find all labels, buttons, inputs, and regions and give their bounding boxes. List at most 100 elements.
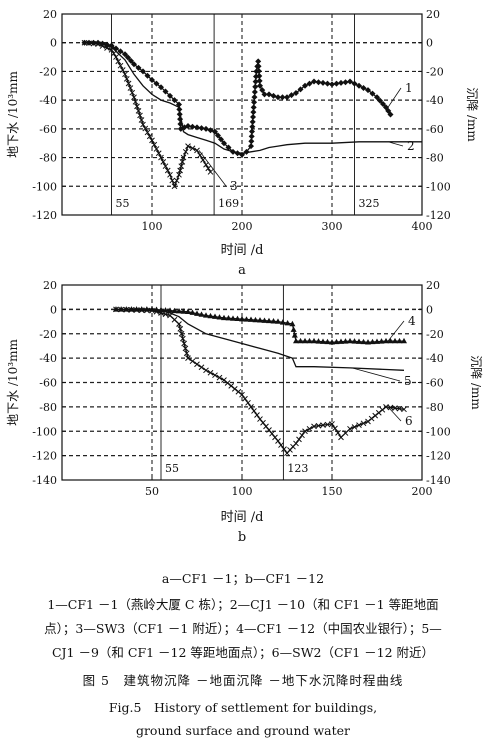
panel-b-series-4-point <box>176 308 182 314</box>
panel-b-y-axis-label-right: 沉降 /mm <box>469 355 483 410</box>
panel-a-series-3-point <box>179 159 186 165</box>
panel-a-series-3-point <box>115 58 122 65</box>
panel-b-series-4-point <box>320 338 326 344</box>
panel-a-series-1-point <box>207 127 214 134</box>
panel-a-series-3-point <box>122 71 128 78</box>
panel-b-ytick-label-right: -40 <box>426 352 444 365</box>
panel-a-series-1-point <box>162 88 169 95</box>
panel-a-series-1-point <box>255 63 262 70</box>
panel-b-series-4-point <box>356 338 362 344</box>
panel-a-series-1-point <box>320 79 326 86</box>
panel-b-ytick-label-left: -100 <box>32 425 57 438</box>
panel-b-series-4-point <box>351 338 358 344</box>
panel-b-ytick-label-left: -20 <box>39 328 57 341</box>
panel-a-series-1-point <box>256 73 263 80</box>
panel-a-series-3-point <box>138 117 145 123</box>
panel-b-series-6-point <box>281 446 287 452</box>
panel-b-ytick-label-right: -100 <box>426 425 451 438</box>
panel-a-series-1-point <box>248 133 255 140</box>
panel-a-series-1-point <box>324 80 331 87</box>
panel-a-series-1-point <box>185 122 191 129</box>
figure-title-en-1: Fig.5 History of settlement for building… <box>108 700 378 715</box>
panel-b-series-6-point <box>128 307 135 313</box>
panel-a-series-1-point <box>249 128 256 135</box>
panel-b-series-4-point <box>365 339 371 345</box>
panel-b-series-4-point <box>387 337 394 344</box>
panel-a-series-3-point <box>182 148 189 155</box>
panel-b-x-axis-label: 时间 /d <box>221 510 264 525</box>
panel-b-series-6-point <box>171 316 178 323</box>
panel-a-series-3-point <box>176 171 182 178</box>
panel-a-ytick-label-right: -40 <box>426 94 444 107</box>
panel-a-legend-leader-2 <box>387 141 404 147</box>
panel-b-ytick-label-right: -60 <box>426 377 444 390</box>
panel-a-panel-label: a <box>238 263 246 278</box>
panel-b-ytick-label-right: -140 <box>426 474 451 487</box>
panel-a-series-1-point <box>225 144 232 151</box>
panel-b-series-6-point <box>207 369 214 376</box>
panel-b-ytick-label-left: -40 <box>39 352 57 365</box>
panel-b-series-6-point <box>194 361 200 368</box>
panel-a-series-1-point <box>342 79 349 86</box>
panel-b-series-6-point <box>158 310 164 316</box>
panel-b-series-4-point <box>198 311 205 317</box>
panel-a-series-1-point <box>255 68 262 75</box>
panel-b-series-6-point <box>396 405 403 412</box>
subfigure-caption: a—CF1 －1；b—CF1 －12 <box>161 571 325 586</box>
panel-a-series-3-point <box>158 154 164 161</box>
panel-b-series-6-point <box>251 408 257 414</box>
panel-a-series-1-point <box>153 80 160 87</box>
panel-b-xtick-label: 50 <box>145 485 159 498</box>
panel-a-series-3-line <box>84 42 212 189</box>
panel-b-ytick-label-left: -120 <box>32 450 57 463</box>
panel-b-series-4-point <box>311 337 317 344</box>
panel-a-series-1-point <box>144 72 151 79</box>
panel-b-legend-label-4: 4 <box>408 314 416 328</box>
panel-b-series-4-point <box>396 337 403 344</box>
panel-b-series-6-point <box>392 405 398 411</box>
panel-a-series-3-point <box>127 85 134 91</box>
panel-a-series-3-point <box>205 165 212 172</box>
panel-b-series-6-point <box>162 311 169 318</box>
panel-b-series-6-point <box>338 434 344 441</box>
panel-a-series-1-point <box>387 111 394 118</box>
panel-a-series-3-point <box>132 98 139 105</box>
panel-b-series-6-point <box>239 391 245 398</box>
panel-a-series-1-point <box>194 124 200 131</box>
legend-caption-line1: 1—CF1 －1（燕岭大厦 C 栋）；2—CJ1 －10（和 CF1 －1 等距… <box>47 597 439 612</box>
panel-a-series-1-point <box>252 83 259 90</box>
panel-b-series-4-point <box>347 337 353 344</box>
panel-a-legend-label-3: 3 <box>230 179 238 193</box>
panel-b-series-6-point <box>335 430 341 436</box>
panel-b-series-6-point <box>320 422 326 429</box>
panel-a-ytick-label-right: -100 <box>426 180 451 193</box>
panel-b-event-label-55: 55 <box>165 462 179 475</box>
panel-a-series-3-point <box>153 146 160 152</box>
panel-a-series-3-point <box>167 171 173 178</box>
panel-b-legend-label-6: 6 <box>405 414 413 428</box>
panel-b-series-4-point <box>270 318 277 324</box>
panel-a-xtick-label: 200 <box>232 220 253 233</box>
panel-b-series-6-point <box>248 404 254 410</box>
panel-a-ytick-label-left: 20 <box>43 8 57 21</box>
panel-b-series-4-point <box>234 315 241 322</box>
panel-a-series-3-point <box>207 169 214 175</box>
legend-caption-line3: CJ1 －9（和 CF1 －12 等距地面点）；6—SW2（CF1 －12 附近… <box>51 645 435 660</box>
panel-a-series-3-point <box>180 154 187 161</box>
panel-b-series-4-point <box>225 315 232 321</box>
panel-b-series-4-point <box>401 337 407 344</box>
panel-b-series-6-point <box>189 358 196 365</box>
panel-b-series-6-point <box>178 330 185 337</box>
panel-a-series-1-point <box>149 77 155 84</box>
panel-a-y-axis-label-left: 地下水 /10³mm <box>6 71 20 158</box>
panel-b-series-4-point <box>212 313 218 319</box>
panel-b-series-4-point <box>207 312 214 319</box>
panel-a-series-1-point <box>351 80 358 87</box>
panel-a-xtick-label: 100 <box>142 220 163 233</box>
panel-b-series-4-point <box>290 326 297 332</box>
panel-b-ytick-label-left: 0 <box>50 303 57 316</box>
panel-b-series-6-point <box>387 404 394 411</box>
panel-a-series-1-point <box>293 89 299 96</box>
panel-a-series-1-point <box>251 99 258 106</box>
panel-b-ytick-label-right: -80 <box>426 401 444 414</box>
